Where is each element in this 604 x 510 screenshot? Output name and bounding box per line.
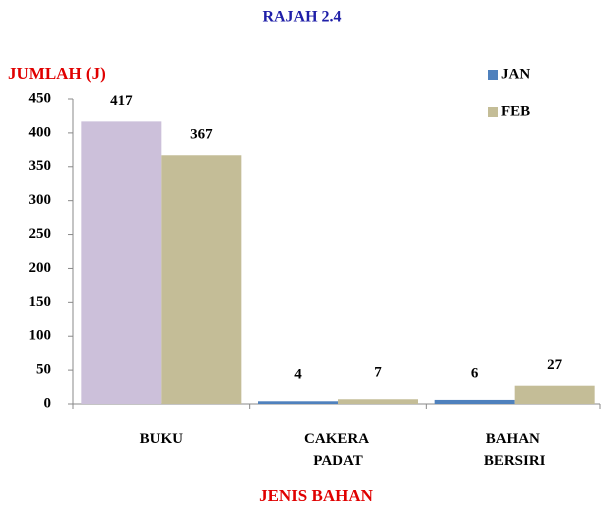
x-tick-label-line: CAKERA (304, 431, 372, 447)
y-tick-label: 250 (29, 226, 52, 242)
y-tick-label: 100 (29, 328, 52, 344)
y-tick-label: 150 (29, 294, 52, 310)
y-axis-label: JUMLAH (J) (8, 64, 106, 83)
data-label: 417 (110, 93, 133, 109)
legend-swatch (488, 70, 498, 80)
bar (514, 385, 595, 404)
bar (338, 399, 418, 404)
y-tick-label: 450 (29, 90, 52, 106)
legend-label: FEB (501, 103, 530, 119)
bar (161, 155, 242, 404)
x-tick-label-line: BUKU (140, 431, 184, 447)
x-tick-label-line: BERSIRI (484, 453, 546, 469)
x-axis-label: JENIS BAHAN (259, 486, 374, 505)
legend-label: JAN (501, 66, 530, 82)
bar (81, 121, 162, 404)
legend-swatch (488, 107, 498, 117)
x-tick-label: BUKU (140, 431, 184, 447)
bar (434, 399, 515, 404)
y-tick-label: 200 (29, 260, 52, 276)
x-tick-label-line: PADAT (313, 453, 362, 469)
y-tick-label: 350 (29, 158, 52, 174)
x-tick-label: BAHAN BERSIRI (484, 431, 546, 469)
bar (258, 401, 338, 404)
data-label: 7 (374, 365, 382, 381)
data-label: 4 (294, 367, 302, 383)
data-label: 27 (547, 357, 563, 373)
y-tick-label: 400 (29, 124, 52, 140)
x-tick-label: CAKERA PADAT (304, 431, 372, 469)
data-label: 6 (471, 365, 479, 381)
x-tick-label-line: BAHAN (486, 431, 544, 447)
y-tick-label: 300 (29, 192, 52, 208)
chart-title: RAJAH 2.4 (262, 9, 341, 26)
y-tick-label: 0 (44, 395, 52, 411)
y-tick-label: 50 (36, 362, 51, 378)
data-label: 367 (190, 127, 213, 143)
